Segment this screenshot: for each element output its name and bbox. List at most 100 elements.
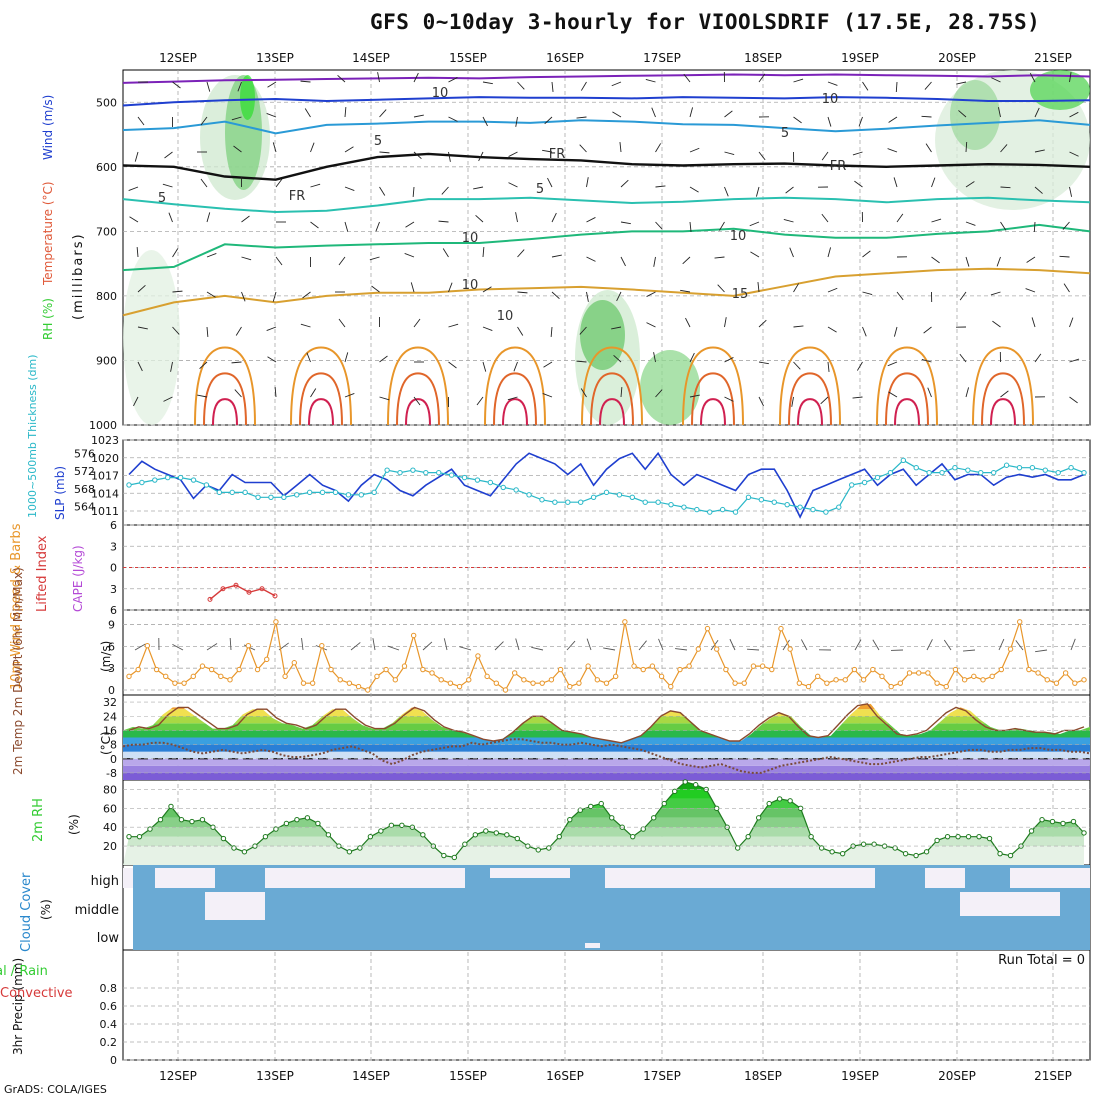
thickness-point bbox=[603, 489, 610, 496]
wind-barb bbox=[266, 326, 277, 332]
wind-speed-point bbox=[668, 683, 674, 690]
isotherm-line bbox=[972, 346, 1034, 426]
tick-label-temp: 24 bbox=[103, 710, 117, 723]
wind-barb bbox=[1033, 221, 1036, 233]
isotherm-line bbox=[122, 96, 1091, 107]
wind-barb bbox=[375, 221, 380, 232]
wind-barb bbox=[304, 108, 311, 118]
isotherm-line bbox=[581, 346, 643, 426]
tick-label-temp: 0 bbox=[110, 753, 117, 766]
tick-label-bottom: 20SEP bbox=[938, 1069, 976, 1083]
wind-barb bbox=[482, 326, 493, 332]
thickness-point bbox=[629, 494, 636, 500]
wind-barb bbox=[586, 177, 589, 188]
wind-barb bbox=[579, 326, 587, 335]
wind-barb bbox=[344, 106, 347, 118]
tick-label-wind: 0 bbox=[108, 684, 115, 697]
wind-barb-10m bbox=[746, 648, 760, 651]
rh-2m-point bbox=[839, 850, 846, 857]
ylabel-cloud: (%) bbox=[39, 899, 53, 920]
wind-barb bbox=[854, 180, 863, 188]
wind-speed-point bbox=[1026, 666, 1032, 673]
wind-barb bbox=[749, 221, 760, 227]
wind-barb bbox=[689, 107, 694, 118]
wind-speed-point bbox=[943, 683, 949, 690]
thickness-point bbox=[203, 482, 210, 488]
rh-2m-point bbox=[829, 849, 835, 855]
wind-barb-10m bbox=[800, 639, 808, 651]
wind-speed-point bbox=[511, 670, 518, 676]
wind-barb bbox=[620, 386, 623, 398]
rh-2m-point bbox=[315, 820, 321, 827]
wind-speed-point bbox=[961, 677, 968, 683]
wind-speed-point bbox=[190, 673, 196, 680]
wind-barb bbox=[163, 396, 173, 402]
rh-2m-point bbox=[126, 833, 132, 840]
wind-speed-point bbox=[383, 666, 389, 673]
wind-barb bbox=[923, 326, 932, 334]
temp-band bbox=[123, 751, 1090, 759]
thickness-point bbox=[642, 499, 648, 505]
cloud-clear bbox=[490, 868, 570, 878]
ylabel-millibars: (millibars) bbox=[71, 232, 86, 320]
rh-2m-point bbox=[955, 833, 961, 840]
wind-barb bbox=[758, 73, 766, 83]
wind-barb bbox=[1031, 317, 1036, 328]
wind-barb bbox=[580, 81, 587, 91]
wind-barb bbox=[544, 116, 553, 125]
wind-speed-point bbox=[420, 666, 426, 673]
wind-speed-point bbox=[916, 670, 922, 676]
side-labels-rh: 2m RH bbox=[31, 798, 46, 842]
wind-barb bbox=[959, 353, 967, 363]
side-labels-li: Lifted Index bbox=[35, 535, 50, 612]
wind-barb bbox=[413, 72, 419, 83]
thickness-point bbox=[139, 479, 145, 486]
tick-label-bottom: 14SEP bbox=[352, 1069, 390, 1083]
rh-2m-point bbox=[168, 803, 174, 810]
tick-label-y: 600 bbox=[96, 161, 117, 174]
isotherm-line bbox=[590, 372, 634, 426]
wind-barb bbox=[551, 81, 554, 92]
wind-barb-10m bbox=[206, 643, 218, 651]
ylabel-ms: (m/s) bbox=[99, 641, 113, 672]
thickness-point bbox=[319, 489, 326, 496]
cloud-clear bbox=[205, 892, 265, 920]
wind-barb bbox=[369, 256, 380, 261]
thickness-point bbox=[242, 489, 248, 496]
rh-shading bbox=[240, 75, 255, 120]
thickness-point bbox=[229, 489, 235, 496]
wind-barb bbox=[1029, 72, 1036, 83]
contour-label: FR bbox=[289, 189, 306, 204]
thickness-label: 1000~500mb Thickness (dm) bbox=[26, 354, 39, 518]
wind-barb bbox=[724, 396, 734, 402]
wind-speed-point bbox=[502, 687, 509, 693]
wind-barb bbox=[893, 177, 898, 188]
wind-barb bbox=[404, 252, 415, 258]
wind-barb bbox=[724, 151, 735, 156]
temperature-label: Temperature (°C) bbox=[41, 181, 55, 286]
rh-2m-point bbox=[567, 816, 573, 823]
isotherm-line bbox=[122, 223, 1091, 272]
wind-barb bbox=[412, 186, 415, 198]
precip-total-label: tal / Rain bbox=[0, 964, 48, 979]
wind-barb-10m bbox=[638, 640, 647, 651]
thickness-point bbox=[745, 494, 752, 500]
wind-barb-10m bbox=[172, 643, 184, 651]
rh-2m-point bbox=[609, 815, 615, 821]
wind-barb bbox=[1069, 358, 1080, 363]
thickness-point bbox=[655, 499, 661, 505]
wind-barb bbox=[1034, 149, 1045, 153]
wind-speed-point bbox=[282, 673, 288, 680]
wind-speed-point bbox=[815, 673, 821, 680]
wind-barb bbox=[789, 247, 794, 258]
temp-band bbox=[123, 744, 1090, 752]
wind-barb bbox=[1063, 283, 1070, 293]
wind-barb bbox=[475, 214, 484, 223]
isotherm-line bbox=[599, 398, 625, 426]
tick-label-rh: 40 bbox=[103, 821, 117, 834]
rh-band bbox=[123, 817, 1084, 828]
thickness-point bbox=[1068, 465, 1074, 471]
rh-band bbox=[123, 808, 1084, 818]
wind-speed-point bbox=[695, 646, 702, 652]
wind-barb bbox=[856, 361, 863, 371]
